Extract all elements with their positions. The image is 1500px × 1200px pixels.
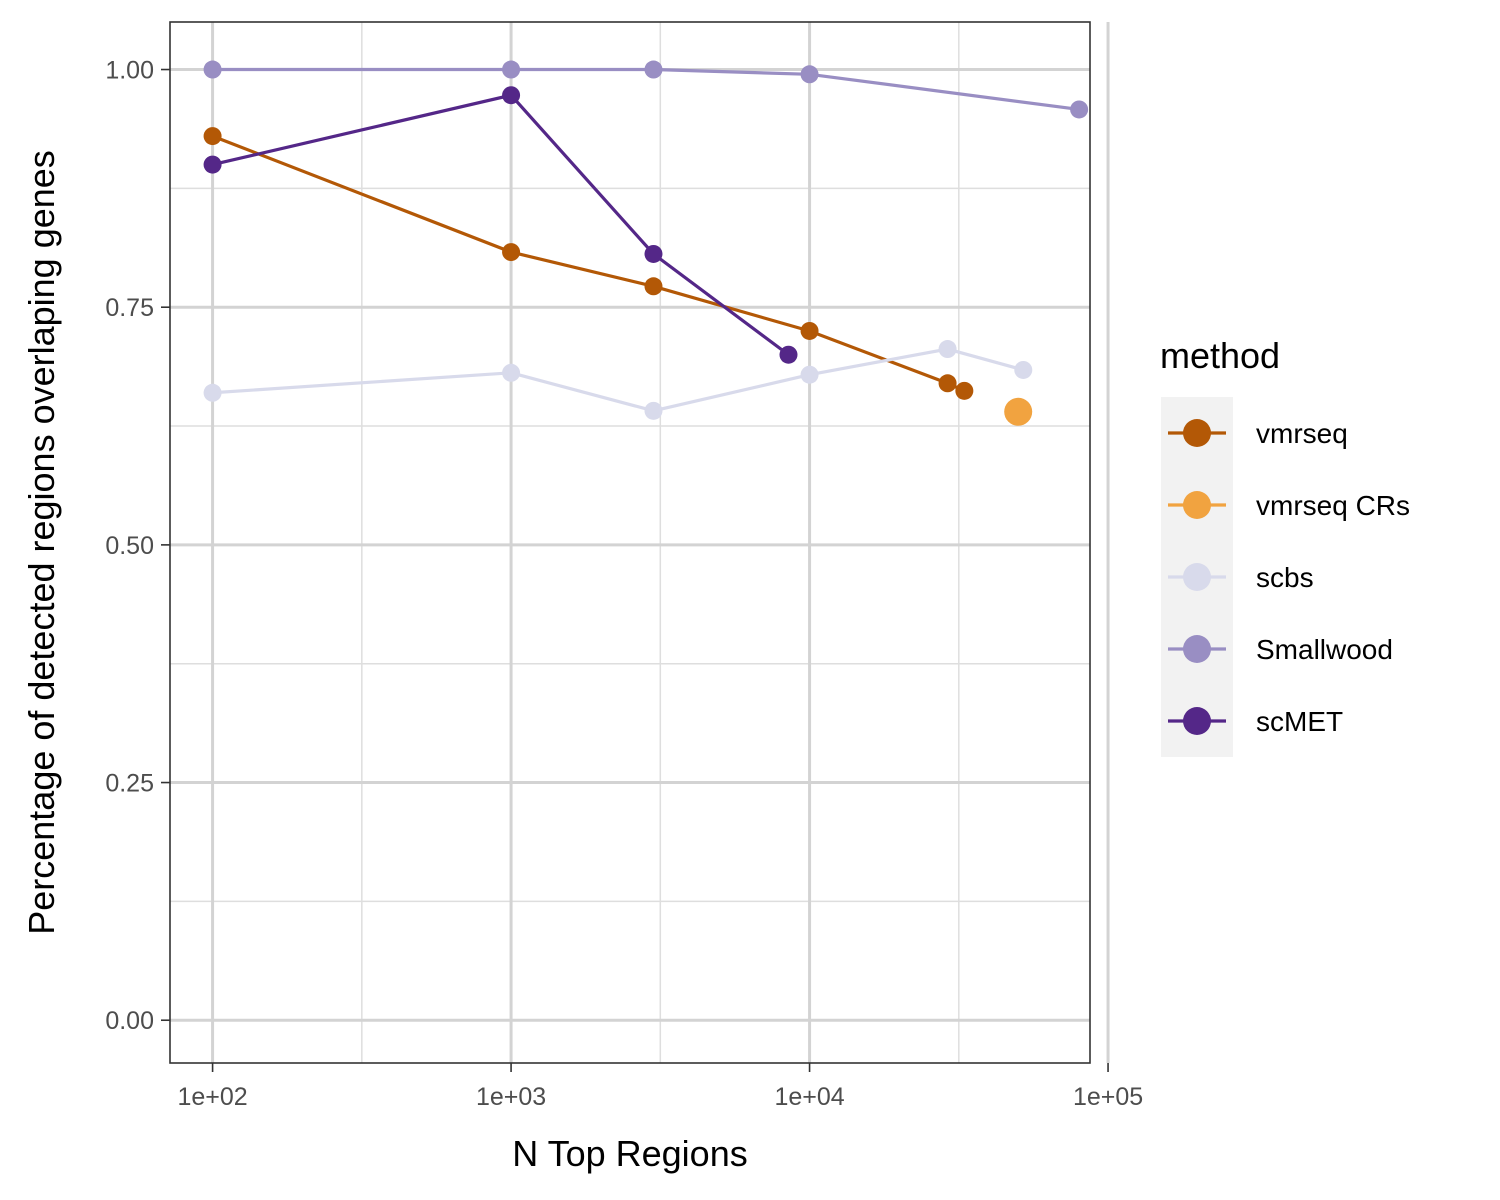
legend-item: vmrseq (1168, 418, 1348, 449)
axis-layer: 0.00 0.25 0.50 0.75 1.00 1e+02 1e+03 1e+04 1e+05 (105, 57, 1143, 1111)
series-line (212, 134, 965, 393)
data-point (502, 243, 521, 262)
data-point (203, 60, 222, 79)
data-point (203, 127, 222, 146)
series-vmrseq-crs (1004, 397, 1033, 426)
data-point (800, 65, 819, 84)
data-point (938, 374, 957, 393)
legend-label: vmrseq (1256, 418, 1348, 449)
legend-key-point (1183, 635, 1211, 663)
panel-border (169, 21, 1091, 1064)
data-point (800, 365, 819, 384)
series-vmrseq (203, 127, 974, 400)
legend: method vmrseq vmrseq CRs scbs Smallwood scME… (1160, 335, 1410, 757)
legend-item: Smallwood (1168, 634, 1393, 665)
legend-item: vmrseq CRs (1168, 490, 1410, 521)
data-point (644, 60, 663, 79)
data-point (1004, 397, 1033, 426)
series-scmet (203, 86, 798, 364)
y-tick-label: 0.00 (105, 1007, 154, 1035)
y-tick-label: 1.00 (105, 57, 154, 85)
data-point (955, 381, 974, 400)
legend-item: scMET (1168, 706, 1343, 737)
series-smallwood (203, 60, 1089, 119)
data-point (644, 244, 663, 263)
x-axis-title: N Top Regions (512, 1133, 747, 1174)
plot-frame (169, 21, 1091, 1064)
data-point (644, 401, 663, 420)
data-point (203, 155, 222, 174)
data-point (1014, 360, 1033, 379)
data-point (502, 86, 521, 105)
data-point (779, 345, 798, 364)
legend-key-point (1183, 707, 1211, 735)
legend-title: method (1160, 335, 1280, 376)
series-layer (203, 60, 1089, 426)
series-scbs (203, 340, 1033, 420)
data-point (502, 363, 521, 382)
y-tick-label: 0.25 (105, 770, 154, 798)
x-tick-label: 1e+04 (774, 1083, 844, 1111)
data-point (800, 321, 819, 340)
legend-label: Smallwood (1256, 634, 1393, 665)
x-tick-label: 1e+02 (177, 1083, 247, 1111)
data-point (644, 277, 663, 296)
grid-layer (170, 22, 1110, 1063)
data-point (502, 60, 521, 79)
data-point (1070, 100, 1089, 119)
x-tick-label: 1e+03 (476, 1083, 546, 1111)
legend-label: scMET (1256, 706, 1343, 737)
x-tick-label: 1e+05 (1073, 1083, 1143, 1111)
data-point (203, 383, 222, 402)
legend-key-point (1183, 491, 1211, 519)
legend-label: vmrseq CRs (1256, 490, 1410, 521)
series-line (212, 93, 790, 357)
series-line (212, 67, 1080, 112)
y-tick-label: 0.50 (105, 532, 154, 560)
legend-key-point (1183, 563, 1211, 591)
legend-item: scbs (1168, 562, 1314, 593)
y-tick-label: 0.75 (105, 294, 154, 322)
legend-label: scbs (1256, 562, 1314, 593)
legend-key-point (1183, 419, 1211, 447)
series-line (212, 347, 1024, 413)
data-point (938, 340, 957, 359)
y-axis-title: Percentage of detected regions overlapin… (21, 150, 62, 935)
